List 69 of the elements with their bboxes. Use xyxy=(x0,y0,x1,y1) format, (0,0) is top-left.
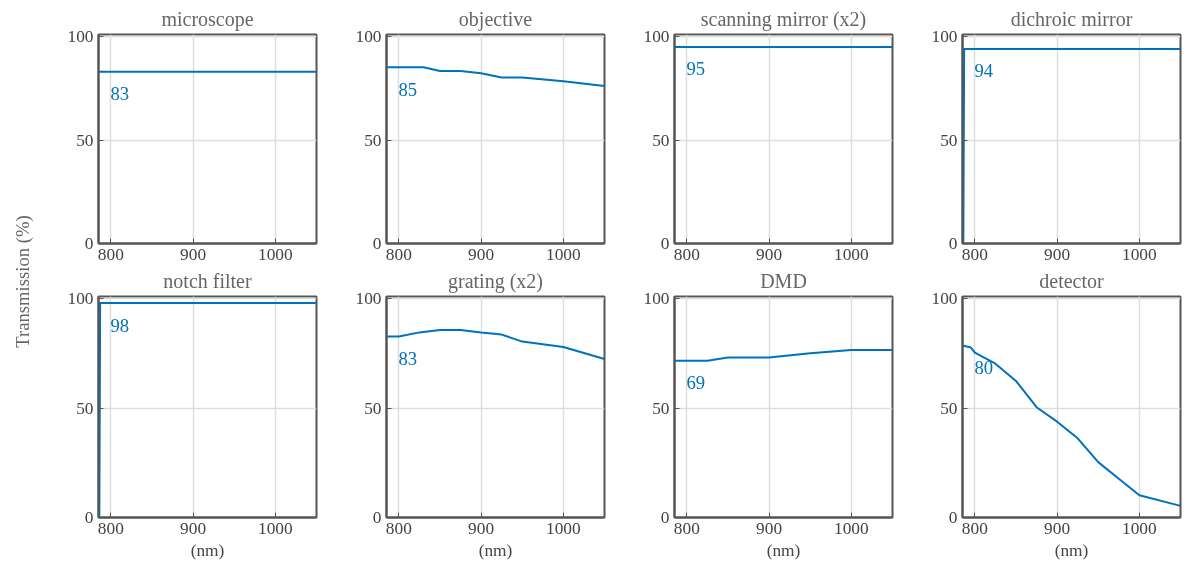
annotation: 94 xyxy=(974,60,994,82)
x-tick-label: 900 xyxy=(468,518,495,538)
y-tick-label: 0 xyxy=(84,508,94,527)
y-tick-label: 100 xyxy=(67,289,94,309)
annotation: 98 xyxy=(110,314,130,336)
x-tick-label: 1000 xyxy=(1122,518,1157,538)
y-tick-label: 50 xyxy=(940,130,958,150)
y-tick-label: 100 xyxy=(643,27,670,47)
chart-title: DMD xyxy=(760,269,807,292)
x-tick-label: 900 xyxy=(180,244,207,264)
x-tick-label: 1000 xyxy=(258,518,293,538)
annotation: 69 xyxy=(686,372,706,394)
x-tick-label: 800 xyxy=(97,244,124,264)
x-tick-label: 900 xyxy=(180,518,207,538)
y-tick-label: 0 xyxy=(660,234,670,253)
x-tick-label: 1000 xyxy=(834,244,869,264)
y-tick-label: 50 xyxy=(364,398,382,418)
y-tick-label: 0 xyxy=(372,234,382,253)
y-tick-label: 50 xyxy=(652,398,670,418)
annotation: 95 xyxy=(686,58,706,80)
x-axis-title: (nm) xyxy=(766,540,801,560)
y-tick-label: 50 xyxy=(76,130,94,150)
chart-title: scanning mirror (x2) xyxy=(700,7,867,31)
x-tick-label: 1000 xyxy=(1122,244,1157,264)
x-tick-label: 800 xyxy=(97,518,124,538)
x-tick-label: 800 xyxy=(961,518,988,538)
x-tick-label: 1000 xyxy=(546,244,581,264)
x-tick-label: 1000 xyxy=(258,244,293,264)
x-tick-label: 800 xyxy=(673,244,700,264)
x-axis-title: (nm) xyxy=(1054,540,1089,560)
annotation: 83 xyxy=(110,83,130,105)
x-tick-label: 1000 xyxy=(546,518,581,538)
y-tick-label: 100 xyxy=(643,289,670,309)
x-tick-label: 900 xyxy=(756,518,783,538)
y-tick-label: 100 xyxy=(355,27,382,47)
x-tick-label: 900 xyxy=(1044,244,1071,264)
y-tick-label: 100 xyxy=(67,27,94,47)
y-tick-label: 50 xyxy=(940,398,958,418)
y-tick-label: 100 xyxy=(931,289,958,309)
x-tick-label: 900 xyxy=(1044,518,1071,538)
chart-title: microscope xyxy=(161,7,254,31)
x-tick-label: 900 xyxy=(468,244,495,264)
x-tick-label: 800 xyxy=(961,244,988,264)
chart-title: grating (x2) xyxy=(448,269,543,293)
x-tick-label: 800 xyxy=(385,518,412,538)
y-tick-label: 0 xyxy=(948,234,958,253)
y-tick-label: 50 xyxy=(364,130,382,150)
y-axis-title: Transmission (%) xyxy=(11,215,34,348)
annotation: 85 xyxy=(398,78,418,100)
y-tick-label: 100 xyxy=(931,27,958,47)
x-tick-label: 800 xyxy=(385,244,412,264)
x-tick-label: 900 xyxy=(756,244,783,264)
chart-title: objective xyxy=(458,7,533,31)
annotation: 83 xyxy=(398,348,418,370)
y-tick-label: 50 xyxy=(76,398,94,418)
y-tick-label: 0 xyxy=(660,508,670,527)
y-tick-label: 0 xyxy=(372,508,382,527)
x-tick-label: 1000 xyxy=(834,518,869,538)
y-tick-label: 0 xyxy=(948,508,958,527)
x-axis-title: (nm) xyxy=(190,540,225,560)
annotation: 80 xyxy=(974,357,994,379)
y-tick-label: 0 xyxy=(84,234,94,253)
y-tick-label: 50 xyxy=(652,130,670,150)
chart-title: dichroic mirror xyxy=(1010,7,1133,30)
chart-title: notch filter xyxy=(163,269,252,292)
y-tick-label: 100 xyxy=(355,289,382,309)
x-tick-label: 800 xyxy=(673,518,700,538)
chart-title: detector xyxy=(1039,269,1105,292)
x-axis-title: (nm) xyxy=(478,540,513,560)
